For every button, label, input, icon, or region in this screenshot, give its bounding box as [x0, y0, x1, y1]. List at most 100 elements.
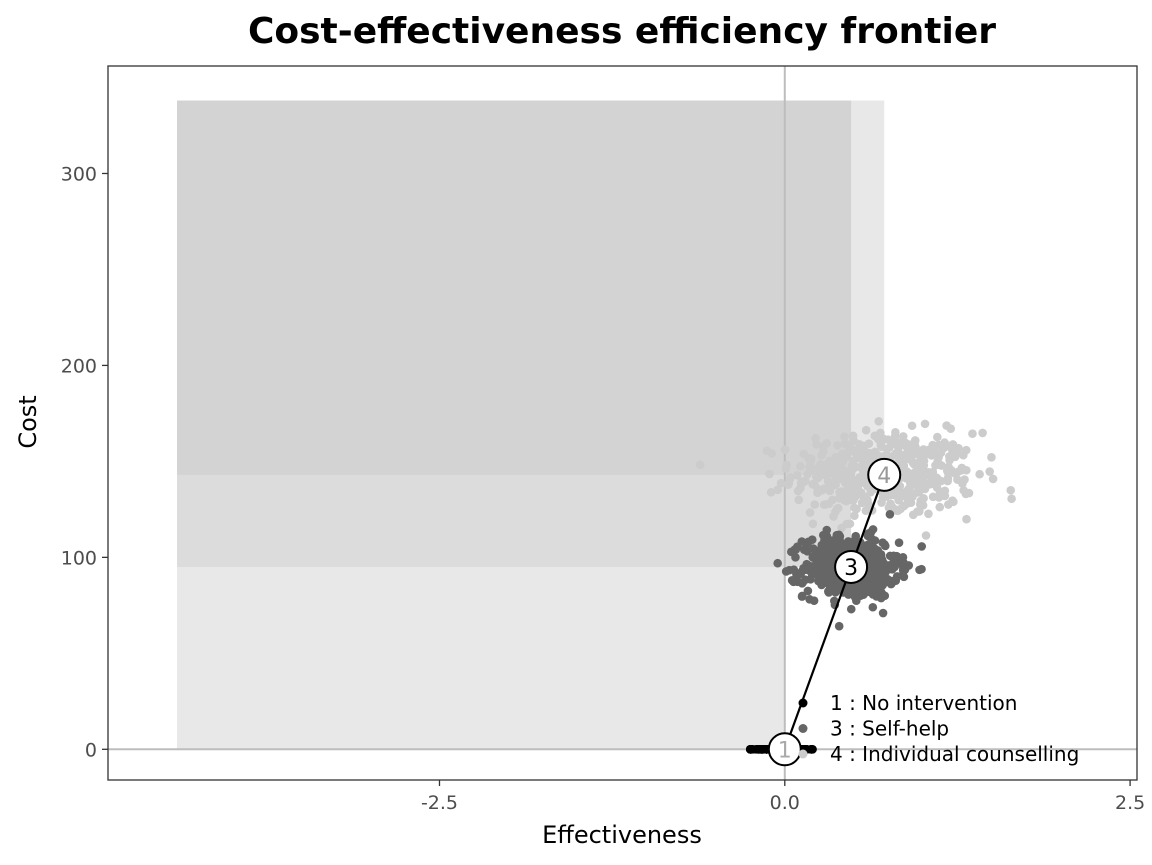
- data-point: [920, 481, 930, 490]
- data-point: [812, 440, 821, 449]
- y-tick-label: 300: [61, 163, 97, 185]
- data-point: [887, 552, 897, 561]
- data-point: [832, 504, 842, 514]
- data-point: [924, 509, 933, 519]
- data-point: [894, 438, 904, 448]
- data-point: [952, 445, 962, 455]
- data-point: [829, 465, 839, 475]
- data-point: [767, 449, 777, 458]
- data-point: [914, 458, 923, 468]
- data-point: [948, 496, 957, 506]
- data-point: [878, 538, 887, 548]
- data-point: [806, 454, 816, 464]
- data-point: [841, 478, 850, 488]
- frontier-segment: [783, 566, 853, 750]
- data-point: [946, 424, 956, 433]
- data-point: [891, 449, 901, 458]
- data-point: [868, 525, 878, 534]
- data-point: [808, 568, 818, 577]
- data-point: [819, 538, 829, 548]
- data-point: [848, 431, 858, 441]
- data-point: [884, 576, 894, 585]
- data-point: [838, 449, 848, 459]
- data-point: [860, 446, 869, 456]
- data-point: [837, 523, 846, 533]
- legend-label-3: 4 : Individual counselling: [830, 742, 1079, 766]
- data-point: [968, 429, 977, 439]
- data-point: [975, 469, 984, 479]
- y-tick-label: 200: [61, 355, 97, 377]
- y-tick-label: 100: [61, 547, 97, 569]
- data-point: [796, 461, 805, 471]
- data-point: [904, 454, 913, 464]
- data-point: [789, 577, 798, 587]
- data-point: [957, 466, 966, 475]
- data-point: [858, 491, 868, 501]
- data-point: [797, 579, 807, 588]
- data-point: [899, 572, 909, 582]
- data-point: [856, 452, 865, 462]
- data-point: [827, 551, 836, 560]
- data-point: [935, 502, 945, 512]
- data-point: [891, 576, 901, 585]
- data-point: [830, 596, 839, 606]
- data-point: [886, 489, 895, 499]
- data-point: [861, 506, 871, 515]
- data-point: [870, 447, 880, 457]
- data-point: [815, 558, 825, 567]
- data-point: [960, 475, 969, 484]
- data-point: [867, 534, 877, 544]
- data-point: [844, 590, 853, 599]
- data-point: [821, 545, 831, 555]
- data-point: [848, 537, 858, 546]
- data-point: [813, 484, 822, 494]
- data-point: [943, 476, 952, 486]
- data-point: [894, 538, 904, 547]
- data-point: [817, 451, 826, 460]
- data-point: [907, 441, 916, 450]
- data-point: [850, 493, 859, 503]
- y-axis-title: Cost: [14, 395, 42, 448]
- data-point: [785, 475, 795, 484]
- data-point: [978, 428, 987, 438]
- data-point: [888, 503, 897, 512]
- data-point: [959, 450, 968, 460]
- data-point: [964, 488, 974, 498]
- data-point: [776, 478, 786, 488]
- data-point: [869, 573, 879, 583]
- data-point: [928, 492, 938, 502]
- data-point: [773, 485, 782, 495]
- data-point: [1006, 485, 1016, 495]
- data-point: [791, 545, 801, 554]
- data-point: [878, 608, 888, 618]
- data-point: [803, 586, 813, 596]
- data-point: [773, 558, 782, 568]
- data-point: [988, 474, 998, 484]
- data-point: [877, 555, 887, 565]
- data-point: [932, 483, 942, 492]
- data-point: [834, 621, 844, 631]
- legend-label-2: 3 : Self-help: [830, 717, 949, 741]
- data-point: [915, 565, 924, 575]
- x-axis-title: Effectiveness: [542, 821, 702, 849]
- x-tick-label: -2.5: [421, 792, 458, 814]
- data-point: [878, 569, 887, 578]
- data-point: [902, 489, 911, 498]
- data-point: [855, 474, 865, 483]
- dominance-regions: [177, 100, 885, 750]
- frontier: 1 3 4: [767, 457, 902, 767]
- legend-label-1: 1 : No intervention: [830, 691, 1017, 715]
- data-point: [890, 432, 900, 441]
- data-point: [818, 530, 828, 540]
- data-point: [815, 569, 825, 579]
- frontier-node-label-4: 4: [877, 464, 891, 489]
- data-point: [850, 511, 859, 521]
- data-point: [904, 470, 914, 480]
- data-point: [828, 495, 837, 505]
- data-point: [846, 604, 856, 614]
- panel-border: [107, 65, 1138, 781]
- data-point: [847, 461, 857, 471]
- legend-key-2: [798, 724, 808, 733]
